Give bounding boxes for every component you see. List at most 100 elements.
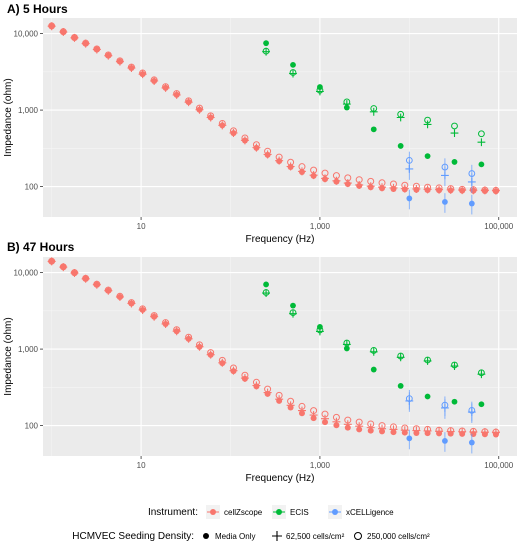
- point-250000: [104, 286, 112, 294]
- point-62500: [297, 167, 306, 176]
- y-tick-label: 100: [25, 422, 39, 431]
- point-250000: [370, 105, 378, 112]
- point-250000: [343, 98, 351, 106]
- point-250000: [173, 326, 181, 334]
- point-250000: [332, 413, 340, 421]
- point-250000: [397, 352, 405, 360]
- point-media-only: [343, 345, 350, 352]
- point-media-only: [478, 161, 485, 168]
- legend: Instrument: cellZscope ECIS xCELLigence HCMV…: [72, 505, 430, 542]
- legend-instrument-label: cellZscope: [224, 508, 263, 517]
- point-250000: [150, 76, 158, 84]
- point-250000: [370, 347, 378, 354]
- legend-instrument-title: Instrument:: [148, 507, 198, 518]
- legend-density-label: 62,500 cells/cm²: [286, 532, 345, 541]
- point-250000: [252, 141, 260, 149]
- point-250000: [287, 397, 295, 405]
- point-250000: [207, 349, 215, 357]
- point-62500: [275, 395, 284, 404]
- panel-title: B) 47 Hours: [7, 240, 75, 254]
- x-tick-label: 100,000: [484, 222, 513, 231]
- point-250000: [451, 361, 458, 369]
- point-250000: [321, 410, 329, 418]
- point-250000: [127, 63, 135, 71]
- point-250000: [287, 158, 295, 166]
- point-250000: [289, 69, 297, 76]
- point-250000: [378, 179, 386, 187]
- x-axis-label: Frequency (Hz): [246, 473, 315, 484]
- point-250000: [298, 402, 306, 410]
- point-62500: [378, 183, 387, 192]
- point-250000: [310, 166, 318, 174]
- y-tick-label: 1,000: [18, 106, 39, 115]
- point-62500: [218, 358, 227, 367]
- point-250000: [218, 356, 226, 364]
- legend-shape-filled-circle: [203, 533, 209, 539]
- x-axis-label: Frequency (Hz): [246, 234, 315, 245]
- point-media-only: [451, 159, 458, 165]
- point-250000: [316, 86, 324, 94]
- point-62500: [450, 129, 459, 138]
- point-250000: [343, 339, 351, 347]
- point-62500: [355, 422, 364, 431]
- point-media-only: [442, 438, 448, 444]
- y-tick-label: 10,000: [14, 30, 39, 39]
- point-250000: [355, 418, 363, 426]
- point-250000: [298, 163, 306, 171]
- y-axis-label: Impedance (ohm): [3, 78, 14, 156]
- point-media-only: [468, 439, 475, 446]
- panel-b: B) 47 Hours 10 1,000 100,000 100 1,000 10,000 F…: [3, 240, 517, 484]
- series-xCELLigence-2: [405, 151, 476, 185]
- point-250000: [104, 51, 112, 59]
- data-points: [47, 257, 500, 454]
- point-media-only: [468, 200, 475, 207]
- point-250000: [344, 174, 352, 182]
- point-62500: [275, 156, 284, 165]
- point-250000: [451, 122, 458, 130]
- point-media-only: [406, 435, 413, 442]
- point-250000: [116, 292, 124, 300]
- point-250000: [389, 423, 397, 431]
- point-62500: [286, 401, 295, 410]
- y-tick-label: 10,000: [14, 269, 39, 278]
- legend-key-point: [332, 509, 338, 515]
- point-media-only: [370, 366, 377, 373]
- point-250000: [469, 186, 477, 194]
- legend-density-label: Media Only: [215, 532, 255, 541]
- y-tick-label: 1,000: [18, 345, 39, 354]
- point-250000: [241, 371, 249, 379]
- legend-key-point: [210, 509, 216, 515]
- point-250000: [229, 364, 237, 372]
- point-media-only: [370, 126, 377, 133]
- point-250000: [289, 309, 297, 316]
- series-ECIS-2: [262, 47, 485, 138]
- point-62500: [366, 182, 375, 191]
- plot-background: [43, 18, 517, 217]
- legend-key-point: [276, 509, 282, 515]
- point-250000: [82, 274, 90, 282]
- point-62500: [332, 176, 341, 185]
- point-250000: [401, 181, 409, 189]
- point-250000: [48, 257, 56, 265]
- point-250000: [264, 147, 272, 155]
- point-media-only: [290, 302, 296, 309]
- point-250000: [275, 153, 283, 161]
- point-250000: [127, 299, 135, 307]
- point-250000: [173, 90, 181, 98]
- point-62500: [389, 183, 398, 192]
- point-250000: [229, 127, 237, 135]
- series-cellZscope-2: [48, 257, 500, 436]
- panel-title: A) 5 Hours: [7, 2, 68, 16]
- point-250000: [207, 112, 215, 120]
- point-250000: [195, 104, 203, 112]
- point-250000: [195, 341, 203, 349]
- point-250000: [405, 156, 413, 164]
- point-250000: [264, 385, 272, 393]
- legend-shape-open-circle: [354, 532, 362, 540]
- point-250000: [316, 326, 324, 334]
- point-250000: [447, 185, 455, 193]
- point-media-only: [442, 199, 448, 205]
- point-62500: [309, 171, 318, 180]
- point-250000: [241, 134, 249, 142]
